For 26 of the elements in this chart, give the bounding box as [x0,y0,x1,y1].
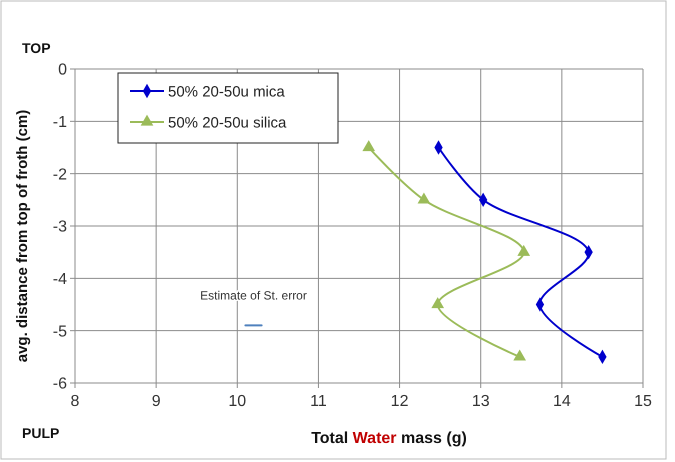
x-tick-label: 13 [472,393,490,410]
point [513,349,526,361]
legend-label: 50% 20-50u silica [168,114,288,132]
x-axis-title: Total Water mass (g) [311,430,467,447]
y-tick-label: -3 [52,218,68,236]
y-tick-label: -1 [52,114,68,131]
x-tick-label: 14 [552,393,571,410]
y-axis-title: avg. distance from top of froth (cm) [14,110,31,362]
x-tick-label: 10 [228,393,246,410]
point [431,297,444,308]
text: PULP [22,425,60,441]
point [517,244,530,256]
legend-label: 50% 20-50u mica [168,83,286,100]
y-tick-label: -2 [52,166,68,184]
y-tick-label: 0 [58,62,68,79]
point [418,192,430,204]
x-tick-label: 15 [634,393,652,410]
y-tick-label: -6 [52,376,68,393]
x-tick-label: 11 [310,393,327,410]
text: TOP [22,40,51,56]
x-tick-label: 8 [70,393,80,410]
point [362,140,376,152]
x-tick-label: 9 [152,393,161,410]
y-tick-label: -5 [52,323,68,340]
x-tick-label: 12 [390,393,409,410]
y-tick-label: -4 [52,270,68,288]
